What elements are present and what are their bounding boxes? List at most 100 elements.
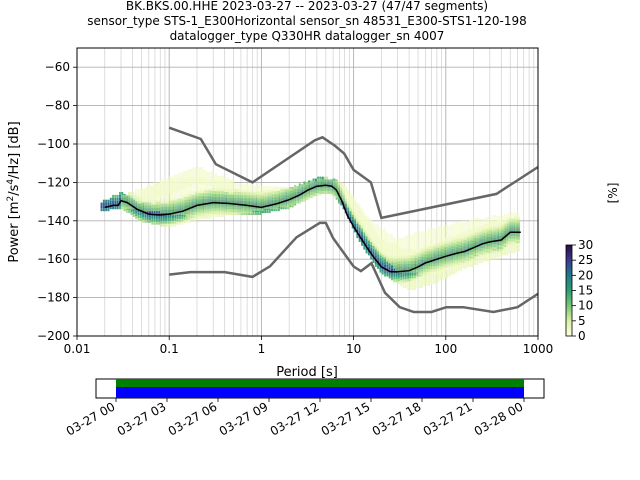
density-cell — [432, 268, 435, 272]
density-cell — [266, 206, 269, 210]
density-cell — [420, 231, 423, 235]
density-cell — [392, 242, 395, 246]
density-cell — [436, 240, 439, 243]
density-cell — [287, 206, 290, 210]
density-cell — [116, 200, 119, 204]
density-cell — [402, 255, 405, 259]
density-cell — [342, 206, 345, 210]
density-cell — [469, 254, 472, 258]
density-cell — [215, 191, 218, 194]
density-cell — [432, 254, 435, 258]
density-cell — [217, 189, 220, 192]
density-cell — [374, 246, 377, 250]
density-cell — [503, 214, 506, 217]
density-cell — [229, 179, 232, 183]
density-cell — [427, 248, 430, 252]
density-cell — [243, 210, 246, 214]
density-cell — [411, 249, 414, 253]
density-cell — [390, 233, 393, 237]
density-cell — [263, 197, 266, 201]
density-cell — [450, 243, 453, 247]
density-cell — [268, 186, 271, 190]
density-cell — [422, 254, 425, 258]
density-cell — [178, 216, 181, 219]
density-cell — [153, 216, 156, 219]
density-cell — [137, 215, 140, 218]
density-cell — [427, 271, 430, 275]
density-cell — [445, 241, 449, 245]
density-cell — [432, 231, 435, 235]
density-cell — [210, 191, 213, 194]
density-cell — [457, 239, 460, 242]
density-cell — [473, 235, 476, 239]
density-cell — [141, 208, 144, 212]
density-cell — [224, 203, 227, 207]
density-cell — [406, 255, 409, 259]
density-cell — [411, 243, 414, 247]
density-cell — [354, 217, 357, 221]
density-cell — [457, 253, 460, 257]
density-cell — [365, 221, 368, 225]
density-cell — [462, 255, 465, 259]
density-cell — [192, 175, 195, 179]
density-cell — [376, 226, 379, 230]
density-cell — [432, 228, 435, 232]
density-cell — [399, 266, 402, 270]
density-cell — [206, 199, 209, 203]
density-cell — [333, 183, 336, 187]
density-cell — [420, 268, 423, 272]
density-cell — [379, 269, 382, 273]
density-cell — [369, 218, 372, 222]
density-cell — [434, 268, 437, 272]
density-cell — [430, 278, 433, 282]
density-cell — [473, 259, 476, 263]
density-cell — [476, 262, 479, 265]
density-cell — [160, 215, 163, 218]
density-cell — [418, 265, 421, 269]
density-cell — [307, 191, 310, 194]
density-cell — [475, 232, 478, 236]
density-cell — [416, 235, 419, 239]
density-cell — [273, 189, 276, 192]
density-cell — [178, 221, 181, 225]
density-cell — [422, 248, 425, 252]
density-cell — [226, 189, 229, 192]
density-cell — [250, 198, 253, 202]
density-cell — [425, 260, 428, 264]
timeline-tick-label: 03-28 00 — [472, 399, 526, 438]
density-cell — [427, 234, 430, 238]
density-cell — [512, 215, 515, 218]
density-cell — [224, 192, 227, 195]
density-cell — [360, 211, 363, 215]
density-cell — [342, 192, 345, 196]
density-cell — [369, 233, 372, 237]
density-cell — [151, 216, 154, 219]
density-cell — [399, 243, 402, 247]
density-cell — [487, 248, 490, 252]
density-cell — [437, 279, 440, 283]
density-cell — [455, 264, 458, 267]
density-cell — [418, 254, 421, 258]
density-cell — [478, 223, 481, 227]
density-cell — [503, 246, 506, 250]
density-cell — [510, 217, 513, 221]
density-cell — [326, 179, 329, 183]
density-cell — [151, 218, 154, 222]
density-cell — [409, 261, 412, 264]
density-cell — [379, 233, 382, 237]
density-cell — [259, 208, 262, 212]
density-cell — [250, 184, 253, 188]
density-cell — [120, 203, 123, 207]
density-cell — [457, 236, 460, 240]
density-cell — [427, 257, 430, 261]
density-cell — [420, 271, 423, 275]
density-cell — [510, 215, 513, 218]
density-cell — [192, 202, 195, 206]
density-cell — [206, 196, 209, 200]
density-cell — [197, 193, 200, 197]
density-cell — [469, 237, 472, 240]
density-cell — [482, 218, 485, 222]
density-cell — [245, 184, 248, 188]
density-cell — [102, 199, 105, 203]
density-cell — [344, 207, 347, 211]
